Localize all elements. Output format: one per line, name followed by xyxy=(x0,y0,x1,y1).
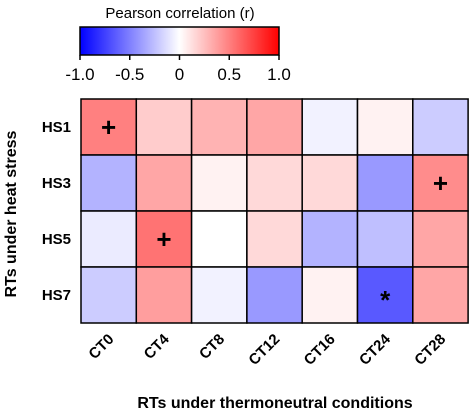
column-label-ct12: CT12 xyxy=(245,331,283,369)
heatmap-cell-hs1-ct16 xyxy=(301,98,359,156)
colorbar-gradient xyxy=(79,26,280,56)
row-labels: HS1 HS3 HS5 HS7 xyxy=(42,119,71,304)
heatmap-cell-hs1-ct0 xyxy=(80,98,138,156)
colorbar-tick-label: 0 xyxy=(175,65,184,84)
column-label-ct0: CT0 xyxy=(85,331,117,363)
heatmap-cell-hs1-ct12 xyxy=(246,98,303,156)
cell-markers: + + + * xyxy=(101,112,448,315)
heatmap-cell-hs5-ct24 xyxy=(356,210,414,268)
column-labels: CT0 CT4 CT8 CT12 CT16 CT24 CT28 xyxy=(85,330,449,368)
column-label-ct28: CT28 xyxy=(411,331,449,369)
heatmap-cell-hs3-ct4 xyxy=(135,154,193,212)
colorbar-title: Pearson correlation (r) xyxy=(105,5,254,22)
colorbar-tick-label: 0.5 xyxy=(217,65,241,84)
heatmap-cell-hs1-ct4 xyxy=(135,98,193,156)
colorbar-tick-label: -1.0 xyxy=(65,65,94,84)
heatmap-cell-hs5-ct8 xyxy=(190,210,248,268)
heatmap-cell-hs7-ct0 xyxy=(80,266,138,324)
heatmap-cell-hs5-ct12 xyxy=(246,210,303,268)
column-label-ct4: CT4 xyxy=(141,330,174,363)
heatmap-cell-hs5-ct0 xyxy=(80,210,138,268)
x-axis-title: RTs under thermoneutral conditions xyxy=(137,395,412,412)
row-label-hs7: HS7 xyxy=(42,287,71,304)
heatmap-cell-hs3-ct0 xyxy=(80,154,138,212)
cell-marker-hs3-ct28: + xyxy=(433,168,448,198)
row-label-hs1: HS1 xyxy=(42,119,71,136)
cell-marker-hs1-ct0: + xyxy=(101,112,116,142)
heatmap-cells xyxy=(80,98,469,324)
heatmap-cell-hs5-ct16 xyxy=(301,210,359,268)
heatmap-cell-hs7-ct8 xyxy=(190,266,248,324)
y-axis-title: RTs under heat stress xyxy=(3,130,20,297)
heatmap-cell-hs1-ct28 xyxy=(412,98,469,156)
heatmap-cell-hs3-ct12 xyxy=(246,154,303,212)
heatmap-cell-hs7-ct16 xyxy=(301,266,359,324)
heatmap-cell-hs1-ct8 xyxy=(190,98,248,156)
heatmap-cell-hs3-ct16 xyxy=(301,154,359,212)
row-label-hs3: HS3 xyxy=(42,175,71,192)
colorbar-tick-label: -0.5 xyxy=(115,65,144,84)
column-label-ct8: CT8 xyxy=(196,331,228,363)
colorbar-ticks: -1.0 -0.5 0 0.5 1.0 xyxy=(65,55,291,84)
row-label-hs5: HS5 xyxy=(42,231,71,248)
heatmap-cell-hs5-ct4 xyxy=(135,210,193,268)
colorbar-tick-label: 1.0 xyxy=(267,65,291,84)
heatmap-cell-hs7-ct4 xyxy=(135,266,193,324)
heatmap-cell-hs7-ct28 xyxy=(412,266,469,324)
column-label-ct16: CT16 xyxy=(301,331,339,369)
colorbar: Pearson correlation (r) -1.0 -0.5 0 0.5 1.0 xyxy=(65,5,290,84)
heatmap-cell-hs1-ct24 xyxy=(356,98,414,156)
heatmap-cell-hs5-ct28 xyxy=(412,210,469,268)
cell-marker-hs5-ct4: + xyxy=(156,224,171,254)
heatmap-cell-hs7-ct12 xyxy=(246,266,303,324)
cell-marker-hs7-ct24: * xyxy=(380,285,391,315)
heatmap-cell-hs3-ct8 xyxy=(190,154,248,212)
heatmap-cell-hs3-ct24 xyxy=(356,154,414,212)
column-label-ct24: CT24 xyxy=(356,330,394,368)
